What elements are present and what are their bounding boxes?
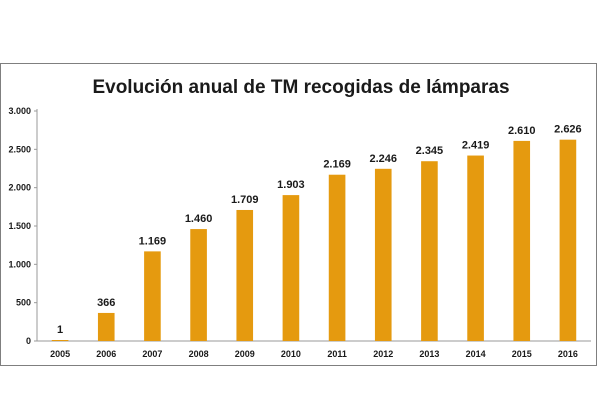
bar xyxy=(236,209,254,341)
data-labels: 1 366 1.169 1.460 1.709 1.903 2.169 2.246 2.345 2… xyxy=(57,124,582,336)
x-tick-label: 2016 xyxy=(558,349,578,359)
bar xyxy=(144,251,161,341)
bar xyxy=(421,161,438,341)
x-tick-label: 2006 xyxy=(96,349,116,359)
chart-title: Evolución anual de TM recogidas de lámpa… xyxy=(92,77,509,98)
y-tick-label: 2.000 xyxy=(8,183,31,193)
data-label: 2.169 xyxy=(323,159,351,171)
x-tick-label: 2011 xyxy=(327,349,347,359)
bar xyxy=(97,312,115,341)
data-label: 2.419 xyxy=(462,140,490,152)
x-tick-label: 2012 xyxy=(373,349,393,359)
y-tick-label: 3.000 xyxy=(8,106,31,116)
x-tick-label: 2008 xyxy=(189,349,209,359)
y-tick-label: 1.500 xyxy=(8,221,31,231)
bar xyxy=(513,140,531,341)
bar xyxy=(559,139,577,341)
data-label: 2.626 xyxy=(554,124,582,136)
y-tick-label: 0 xyxy=(26,336,31,346)
bar xyxy=(282,195,300,341)
x-axis: 2005 2006 2007 2008 2009 2010 2011 2012 2013 2014… xyxy=(37,340,591,359)
y-tick-label: 500 xyxy=(16,298,31,308)
data-label: 1.709 xyxy=(231,194,259,206)
bar xyxy=(467,155,484,341)
data-label: 2.345 xyxy=(416,145,444,157)
x-tick-label: 2005 xyxy=(50,349,70,359)
bars xyxy=(51,139,577,341)
chart-frame: Evolución anual de TM recogidas de lámpa… xyxy=(0,63,597,366)
y-tick-label: 1.000 xyxy=(8,259,31,269)
x-tick-label: 2015 xyxy=(512,349,532,359)
y-tick-label: 2.500 xyxy=(8,144,31,154)
bar xyxy=(190,229,207,341)
data-label: 1.460 xyxy=(185,213,213,225)
x-tick-label: 2010 xyxy=(281,349,301,359)
bar-chart: Evolución anual de TM recogidas de lámpa… xyxy=(8,77,591,359)
data-label: 2.610 xyxy=(508,125,536,137)
x-tick-label: 2013 xyxy=(419,349,439,359)
data-label: 366 xyxy=(97,297,115,309)
data-label: 1.903 xyxy=(277,179,305,191)
bar xyxy=(374,168,392,341)
data-label: 1.169 xyxy=(139,235,167,247)
bar xyxy=(328,174,346,341)
x-tick-label: 2007 xyxy=(142,349,162,359)
x-tick-label: 2014 xyxy=(466,349,486,359)
y-axis: 0 500 1.000 1.500 2.000 2.500 3.000 xyxy=(8,106,38,346)
data-label: 1 xyxy=(57,324,63,336)
bar xyxy=(51,340,69,341)
x-tick-label: 2009 xyxy=(235,349,255,359)
data-label: 2.246 xyxy=(369,153,397,165)
